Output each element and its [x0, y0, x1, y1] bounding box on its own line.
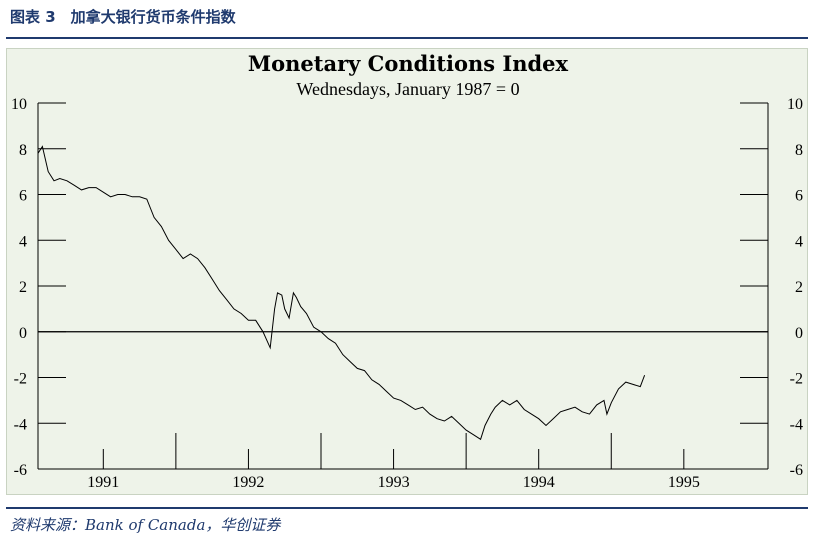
bottom-rule [6, 507, 808, 509]
y-tick-label-left: 10 [11, 96, 27, 113]
chart-subtitle: Wednesdays, January 1987 = 0 [296, 79, 519, 99]
y-tick-label-right: 8 [795, 142, 803, 159]
y-tick-label-right: -2 [790, 371, 803, 388]
x-tick-label: 1991 [87, 474, 119, 491]
y-tick-label-right: 6 [795, 188, 803, 205]
chart-title: Monetary Conditions Index [248, 51, 569, 76]
y-tick-label-right: 4 [795, 233, 803, 250]
figure-title: 图表 3 加拿大银行货币条件指数 [10, 8, 236, 26]
x-tick-label: 1992 [232, 474, 264, 491]
y-tick-label-right: 2 [795, 279, 803, 296]
y-tick-label-left: 6 [19, 188, 27, 205]
y-tick-label-right: 0 [795, 325, 803, 342]
y-tick-label-left: 2 [19, 279, 27, 296]
series-line-mci [37, 145, 646, 441]
source-note: 资料来源：Bank of Canada，华创证券 [10, 516, 281, 534]
x-tick-label: 1995 [668, 474, 700, 491]
y-tick-label-right: -4 [790, 416, 803, 433]
x-tick-label: 1994 [523, 474, 555, 491]
x-tick-label: 1993 [378, 474, 410, 491]
y-tick-label-left: -2 [14, 371, 27, 388]
y-tick-label-left: 8 [19, 142, 27, 159]
y-tick-label-left: 4 [19, 233, 27, 250]
top-rule [6, 37, 808, 39]
y-tick-label-left: -4 [14, 416, 27, 433]
y-tick-label-right: 10 [787, 96, 803, 113]
y-tick-label-left: -6 [14, 462, 27, 479]
chart-panel [6, 48, 808, 495]
y-tick-label-left: 0 [19, 325, 27, 342]
y-tick-label-right: -6 [790, 462, 803, 479]
